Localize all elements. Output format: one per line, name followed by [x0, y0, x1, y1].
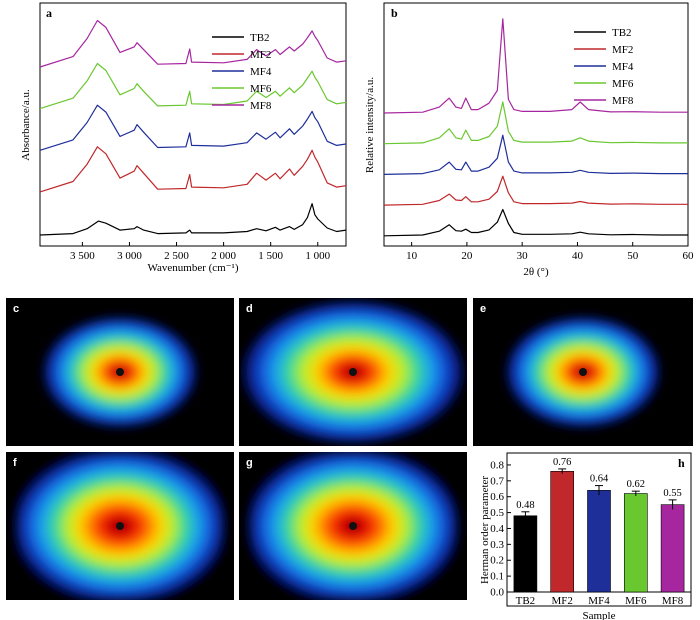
series-line-tb2	[383, 208, 688, 237]
panel-a-frame	[39, 2, 347, 247]
bar-value-label-mf6: 0.62	[627, 479, 645, 490]
legend-label-mf4: MF4	[250, 66, 272, 78]
bar-value-label-mf8: 0.55	[663, 488, 681, 499]
beam-stop	[116, 368, 124, 376]
x-tick-label: 3 000	[117, 250, 142, 262]
panel-h-order-parameter-chart: h 0.0 0.1 0.2 0.3 0.4 0.5 0.6 0.7 0.8 0.48 TB2 0.7…	[479, 452, 692, 620]
bar-mf2	[550, 470, 575, 593]
series-line-mf8	[383, 18, 688, 114]
bar-value-label-tb2: 0.48	[516, 500, 534, 511]
x-tick-label: 2 500	[164, 250, 189, 262]
legend-label-tb2: TB2	[250, 32, 270, 44]
y-tick-label: 0.3	[490, 539, 504, 551]
panel-f-letter: f	[13, 457, 17, 469]
legend-label-mf8: MF8	[250, 100, 272, 112]
x-tick-label: 20	[461, 250, 473, 262]
x-tick-label: 60	[683, 250, 695, 262]
legend-label-mf6: MF6	[612, 78, 634, 90]
panel-a-x-axis-label: Wavenumber (cm⁻¹)	[148, 262, 239, 274]
legend-label-mf2: MF2	[250, 49, 271, 61]
panel-h-y-axis-label: Herman order parameter	[479, 476, 491, 584]
bar-tb2	[513, 515, 538, 593]
bar-mf4	[587, 490, 611, 593]
panel-h-bars: 0.48 TB2 0.76 MF2 0.64 MF4 0.62 MF6 0.55 MF8	[513, 457, 685, 607]
panel-b-series-group	[383, 18, 688, 237]
legend-label-mf6: MF6	[250, 83, 272, 95]
panel-a-y-axis-label: Absorbance/a.u.	[20, 89, 32, 161]
y-tick-label: 0.1	[490, 571, 504, 583]
y-tick-label: 0.2	[490, 555, 504, 567]
legend-label-mf2: MF2	[612, 44, 633, 56]
saxs-pattern-e: e	[473, 298, 693, 446]
y-tick-label: 0.4	[490, 523, 504, 535]
category-label-mf6: MF6	[625, 595, 647, 607]
panel-h-letter: h	[678, 456, 685, 470]
legend-label-tb2: TB2	[612, 27, 632, 39]
panel-c-letter: c	[13, 303, 19, 315]
category-label-mf4: MF4	[588, 595, 610, 607]
beam-stop	[349, 368, 357, 376]
panel-a-series-group	[39, 19, 347, 236]
panel-b-legend: TB2 MF2 MF4 MF6 MF8	[574, 27, 634, 107]
bar-value-label-mf2: 0.76	[553, 457, 571, 468]
panel-h-x-axis-label: Sample	[583, 610, 616, 620]
series-line-tb2	[39, 203, 347, 236]
category-label-mf2: MF2	[551, 595, 572, 607]
series-line-mf6	[39, 62, 347, 110]
series-line-mf2	[39, 146, 347, 193]
panel-b-y-axis-label: Relative intensity/a.u.	[364, 77, 376, 173]
beam-stop	[349, 522, 357, 530]
panel-a-ftir-chart: a 3 500 3 000 2 500 2 000 1 500 1 000 TB2 MF2 M…	[20, 2, 347, 274]
saxs-pattern-f: f	[6, 452, 234, 600]
y-tick-label: 0.8	[490, 459, 504, 471]
bar-mf8	[660, 504, 685, 593]
series-line-mf6	[383, 101, 688, 145]
saxs-pattern-g: g	[239, 452, 467, 600]
bar-value-label-mf4: 0.64	[590, 474, 609, 485]
beam-stop	[579, 368, 587, 376]
series-line-mf2	[383, 175, 688, 206]
saxs-patterns: c d e f g	[6, 298, 693, 600]
x-tick-label: 40	[572, 250, 584, 262]
y-tick-label: 0.5	[490, 507, 504, 519]
bar-mf6	[623, 493, 648, 593]
saxs-pattern-d: d	[239, 298, 467, 446]
y-tick-label: 0.7	[490, 475, 504, 487]
panel-a-x-ticks: 3 500 3 000 2 500 2 000 1 500 1 000	[70, 242, 331, 262]
panel-b-letter: b	[391, 6, 398, 20]
legend-label-mf8: MF8	[612, 95, 634, 107]
category-label-tb2: TB2	[516, 595, 536, 607]
series-line-mf4	[39, 104, 347, 151]
series-line-mf8	[39, 19, 347, 68]
y-tick-label: 0.6	[490, 491, 504, 503]
panel-e-letter: e	[480, 303, 486, 315]
panel-b-frame	[383, 2, 689, 247]
series-line-mf4	[383, 134, 688, 175]
x-tick-label: 3 500	[70, 250, 95, 262]
beam-stop	[116, 522, 124, 530]
x-tick-label: 30	[517, 250, 529, 262]
panel-d-letter: d	[246, 303, 253, 315]
x-tick-label: 1 000	[305, 250, 330, 262]
y-tick-label: 0.0	[490, 587, 504, 599]
panel-b-x-ticks: 10 20 30 40 50 60	[406, 242, 694, 262]
panel-b-xrd-chart: b 10 20 30 40 50 60 TB2 MF2 MF4 MF6 MF8 2θ (°) Re…	[364, 2, 694, 278]
panel-a-legend: TB2 MF2 MF4 MF6 MF8	[212, 32, 272, 112]
panel-b-x-axis-label: 2θ (°)	[523, 266, 549, 278]
legend-label-mf4: MF4	[612, 61, 634, 73]
panel-g-letter: g	[246, 457, 253, 469]
category-label-mf8: MF8	[662, 595, 684, 607]
panel-a-letter: a	[46, 6, 52, 20]
x-tick-label: 10	[406, 250, 418, 262]
x-tick-label: 50	[627, 250, 639, 262]
x-tick-label: 2 000	[211, 250, 236, 262]
panel-h-frame	[506, 452, 692, 607]
saxs-pattern-c: c	[6, 298, 234, 446]
x-tick-label: 1 500	[258, 250, 283, 262]
